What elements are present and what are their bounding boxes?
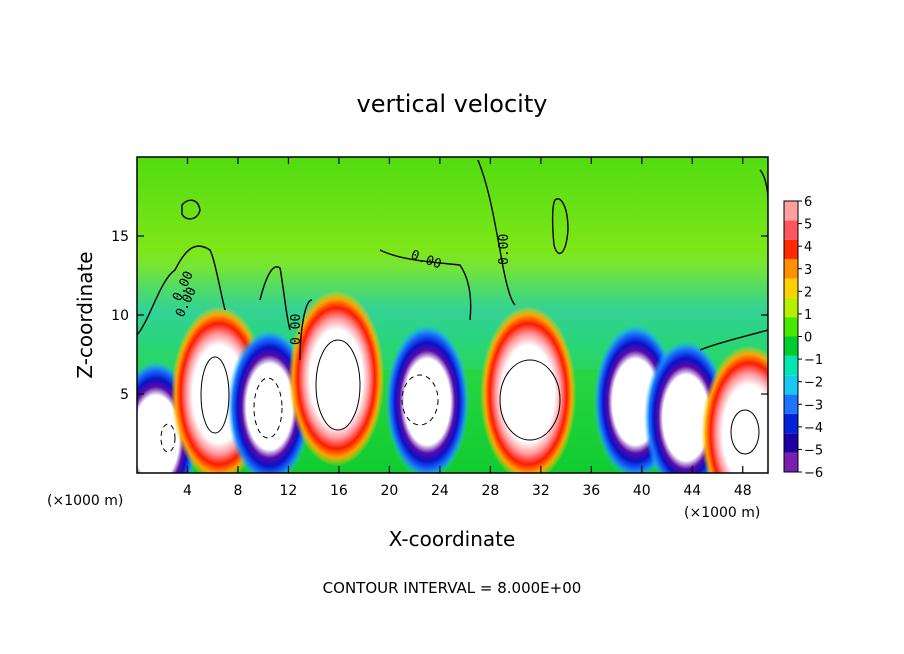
contour-line xyxy=(253,377,283,439)
contour-label: 0.00 xyxy=(289,314,304,345)
contour-line xyxy=(259,266,291,331)
chart-title: vertical velocity xyxy=(357,90,548,118)
contour-interval-note: CONTOUR INTERVAL = 8.000E+00 xyxy=(323,579,582,597)
y-axis-label: Z-coordinate xyxy=(73,251,97,378)
y-tick-label: 5 xyxy=(120,387,129,403)
colorbar-swatch xyxy=(784,355,798,376)
colorbar-label: 5 xyxy=(804,218,812,233)
colorbar-swatch xyxy=(784,394,798,414)
colorbar-label: −2 xyxy=(804,376,823,391)
updraft-cell xyxy=(288,290,385,467)
x-tick-label: 24 xyxy=(431,483,449,499)
colorbar-swatch xyxy=(784,259,798,279)
colorbar-label: 6 xyxy=(804,195,812,210)
y-tick-label: 10 xyxy=(111,308,129,324)
colorbar-label: 3 xyxy=(804,263,812,278)
contour-line xyxy=(551,198,569,255)
contour-line xyxy=(379,249,472,321)
colorbar-swatch xyxy=(784,413,798,434)
updraft-cell xyxy=(480,306,577,473)
colorbar-swatch xyxy=(784,452,798,472)
colorbar-swatch xyxy=(784,220,798,240)
x-tick-label: 44 xyxy=(683,483,701,499)
x-tick-label: 40 xyxy=(633,483,651,499)
contour-line xyxy=(137,245,226,336)
colorbar-label: −5 xyxy=(804,443,823,458)
x-tick-label: 8 xyxy=(233,483,242,499)
contour-labels: 0.000.000.00 0.000.00 xyxy=(170,234,512,345)
colorbar-swatch xyxy=(784,375,798,395)
x-axis-unit-right: (×1000 m) xyxy=(684,505,760,521)
colorbar-label: −4 xyxy=(804,421,823,436)
contour-line xyxy=(160,423,176,453)
x-tick-label: 16 xyxy=(330,483,348,499)
colorbar-label: −3 xyxy=(804,398,823,413)
x-tick-label: 36 xyxy=(582,483,600,499)
negative-contours xyxy=(160,374,439,453)
colorbar-label: 1 xyxy=(804,308,812,323)
contour-line xyxy=(477,159,516,306)
positive-contours xyxy=(200,339,760,455)
y-tick-label: 15 xyxy=(111,229,129,245)
contour-line xyxy=(401,374,439,426)
x-tick-label: 20 xyxy=(380,483,398,499)
plot-area: 0.000.000.00 0.000.00 xyxy=(137,157,768,473)
x-axis-unit-left: (×1000 m) xyxy=(47,493,123,509)
colorbar-swatch xyxy=(784,317,798,337)
x-tick-label: 32 xyxy=(532,483,550,499)
x-tick-label: 28 xyxy=(481,483,499,499)
contour-line xyxy=(730,409,760,455)
colorbar-swatch xyxy=(784,278,798,298)
colorbar-label: 0 xyxy=(804,331,812,346)
colorbar-swatch xyxy=(784,239,798,260)
contour-line xyxy=(181,199,201,220)
contour-line xyxy=(299,299,313,361)
contour-label: 0.00 xyxy=(497,234,512,265)
zero-contours xyxy=(137,159,768,361)
colorbar-label: −6 xyxy=(804,466,823,481)
y-axis: 5 10 15 xyxy=(111,229,768,403)
colorbar-swatch xyxy=(784,297,798,318)
colorbar-swatch xyxy=(784,336,798,356)
contour-line xyxy=(200,356,230,434)
colorbar-swatch xyxy=(784,433,798,453)
downdraft-cell xyxy=(385,323,470,473)
contour-line xyxy=(315,339,361,431)
x-axis-label: X-coordinate xyxy=(389,527,516,551)
x-tick-label: 4 xyxy=(183,483,192,499)
x-tick-label: 48 xyxy=(734,483,752,499)
colorbar: −6 −5 −4 −3 −2 −1 0 1 2 3 4 5 6 xyxy=(783,195,823,481)
velocity-cells xyxy=(137,290,768,473)
colorbar-label: 4 xyxy=(804,240,812,255)
colorbar-label: 2 xyxy=(804,285,812,300)
x-tick-label: 12 xyxy=(280,483,298,499)
colorbar-swatch xyxy=(784,201,798,221)
updraft-cell xyxy=(701,345,768,473)
contour-line xyxy=(499,359,561,441)
contour-line xyxy=(699,329,768,351)
x-axis: 4 8 12 16 20 24 28 32 36 40 44 48 xyxy=(183,157,752,499)
colorbar-label: −1 xyxy=(804,353,823,368)
